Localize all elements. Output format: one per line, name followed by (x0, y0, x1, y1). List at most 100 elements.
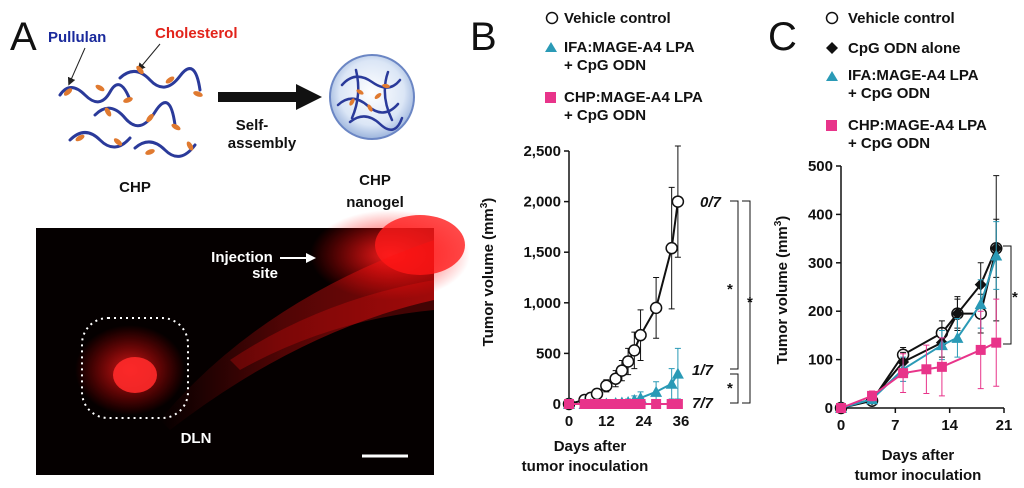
dln-label: DLN (181, 430, 212, 447)
chart-b-annotation-vehicle: 0/7 (700, 194, 722, 211)
chart-b-x-axis-label-line1: Days after (554, 438, 627, 455)
legend-c-marker-cpg (826, 42, 838, 54)
injection-site-label-line1: Injection (211, 249, 273, 266)
chart-c-data-point (991, 337, 1002, 348)
legend-b-marker-chp (545, 92, 556, 103)
nanogel-label-line2: nanogel (346, 194, 404, 211)
chart-c-y-tick-label: 400 (808, 206, 833, 223)
chart-c-y-tick-label: 200 (808, 303, 833, 320)
chart-c-x-axis-label-line1: Days after (882, 447, 955, 464)
chp-nanogel-sphere (329, 54, 415, 140)
chart-b-y-tick-label: 2,000 (523, 194, 561, 211)
chart-b-y-tick-label: 2,500 (523, 143, 561, 160)
chart-c-data-point (836, 403, 846, 413)
chart-b-y-tick-label: 1,000 (523, 295, 561, 312)
legend-c-label-ifa-line2: + CpG ODN (848, 85, 930, 102)
pullulan-label: Pullulan (48, 29, 106, 46)
chp-label: CHP (119, 179, 151, 196)
chart-c-data-point (867, 390, 878, 401)
chart-c-data-point (951, 307, 964, 320)
chart-b-significance-1: * (727, 281, 733, 298)
chart-b-annotation-ifa: 1/7 (692, 362, 714, 379)
legend-c-marker-vehicle (825, 11, 839, 25)
chart-c-series-line (840, 247, 998, 409)
fluorescence-micrograph (36, 210, 470, 475)
panel-label-c: C (768, 15, 797, 59)
chart-b-data-point (628, 344, 641, 357)
cholesterol-moieties (63, 65, 203, 155)
chart-c-plot (834, 175, 1003, 415)
chart-b-data-point (600, 379, 613, 393)
chart-c-x-axis-label-line2: tumor inoculation (855, 467, 982, 484)
chart-c-y-ticks: 0 100 200 300 400 500 (808, 158, 841, 417)
legend-b-label-ifa-line2: + CpG ODN (564, 57, 646, 74)
chart-b-significance-2: * (747, 294, 753, 311)
chart-b-annotation-chp: 7/7 (692, 395, 714, 412)
chart-b-data-point (579, 399, 590, 409)
chart-c-y-tick-label: 100 (808, 352, 833, 369)
chart-c-series-line (840, 255, 998, 409)
chart-c-significance-1: * (1012, 289, 1018, 306)
chart-c-significance-bracket (1003, 245, 1012, 345)
chart-b-data-point (621, 355, 635, 368)
panel-label-b: B (470, 15, 497, 59)
legend-b-marker-vehicle (545, 11, 559, 25)
chart-b-data-point (609, 372, 622, 385)
chart-b-significance-3: * (727, 380, 733, 397)
chart-c-x-tick-label: 21 (996, 417, 1013, 434)
legend-c-label-chp-line1: CHP:MAGE-A4 LPA (848, 117, 987, 134)
chart-c-axes (840, 166, 1004, 409)
chart-c-data-point (974, 297, 987, 309)
chart-c-data-point (898, 368, 909, 379)
chart-b-significance-brackets (730, 200, 751, 404)
chart-b-data-point (634, 328, 647, 342)
chart-b-data-point (672, 399, 683, 409)
cholesterol-pointer (137, 43, 161, 72)
chart-c-data-point (975, 344, 986, 355)
chart-b-data-point (666, 399, 677, 409)
chart-b-data-point (650, 385, 663, 397)
chart-c-y-tick-label: 500 (808, 158, 833, 175)
chart-b-x-tick-label: 12 (598, 413, 615, 430)
injection-site-label-line2: site (252, 265, 278, 282)
chart-b-data-point (651, 399, 662, 409)
chart-b-plot (562, 145, 685, 411)
cholesterol-label: Cholesterol (155, 25, 238, 42)
chart-c-y-tick-label: 0 (825, 400, 833, 417)
chart-b-series-0 (562, 145, 685, 411)
chart-c-x-tick-label: 0 (837, 417, 845, 434)
chart-c-y-tick-label: 300 (808, 255, 833, 272)
chart-c-x-ticks: 0 7 14 21 (837, 408, 1013, 434)
legend-c: Vehicle control CpG ODN alone IFA:MAGE-A… (825, 10, 987, 152)
chart-c-series-3 (836, 298, 1002, 413)
legend-c-label-cpg: CpG ODN alone (848, 40, 961, 57)
chart-c-x-tick-label: 7 (891, 417, 899, 434)
chart-b-data-point (629, 399, 640, 409)
chart-b-data-point (610, 399, 621, 409)
chart-b-data-point (623, 399, 634, 409)
injection-arrow (280, 253, 316, 263)
chart-b-data-point (601, 399, 612, 409)
chart-b-data-point (590, 387, 604, 401)
chart-b-data-point (564, 399, 574, 409)
self-assembly-arrow (218, 84, 322, 110)
legend-c-marker-chp (826, 120, 837, 131)
chart-b-y-axis-label: Tumor volume (mm3) (479, 198, 497, 347)
legend-b: Vehicle control IFA:MAGE-A4 LPA + CpG OD… (545, 10, 703, 124)
chart-b-data-point (671, 195, 685, 208)
legend-b-label-chp-line1: CHP:MAGE-A4 LPA (564, 89, 703, 106)
nanogel-label-line1: CHP (359, 172, 391, 189)
chart-b-x-tick-label: 36 (673, 413, 690, 430)
dln-outline (81, 317, 189, 419)
chart-b-x-ticks: 0 12 24 36 (565, 404, 690, 430)
chart-b-data-point (649, 301, 663, 315)
self-assembly-label-line1: Self- (236, 117, 269, 134)
legend-c-label-vehicle: Vehicle control (848, 10, 955, 27)
self-assembly-label-line2: assembly (228, 135, 297, 152)
legend-b-marker-ifa (545, 42, 557, 52)
chart-c-data-point (936, 361, 947, 372)
legend-b-label-ifa-line1: IFA:MAGE-A4 LPA (564, 39, 695, 56)
panel-label-a: A (10, 15, 37, 59)
legend-b-label-vehicle: Vehicle control (564, 10, 671, 27)
